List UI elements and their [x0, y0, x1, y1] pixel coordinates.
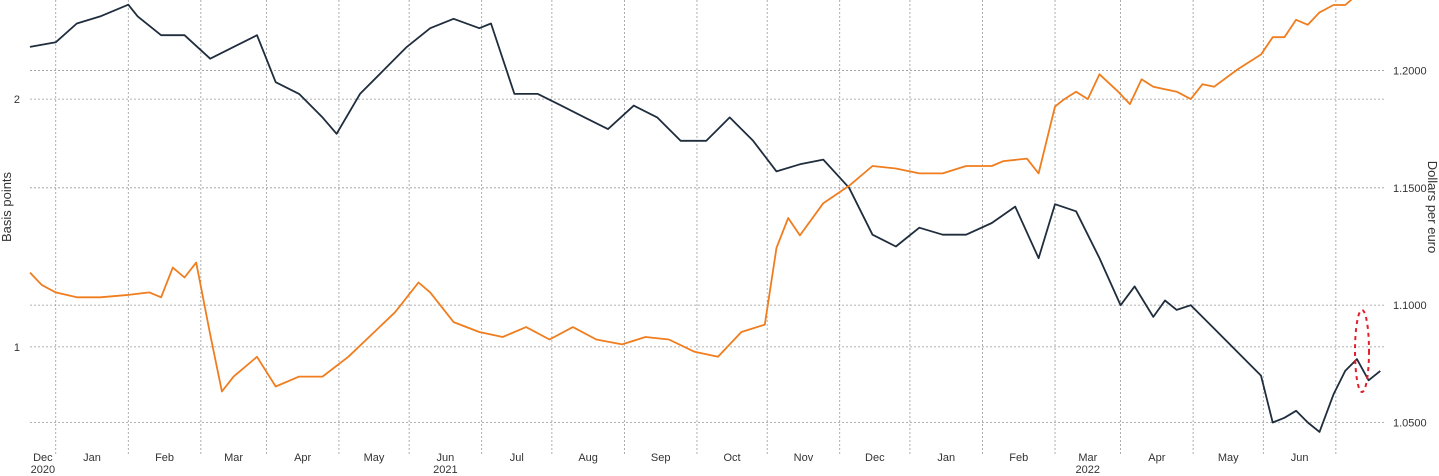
x-tick-label: Nov	[794, 452, 814, 464]
x-tick-label: Dec	[33, 452, 53, 464]
x-tick-label: Apr	[1148, 452, 1165, 464]
x-tick-label: Jun	[1291, 452, 1309, 464]
highlight-circle	[1354, 309, 1370, 393]
year-label: 2021	[433, 464, 457, 476]
x-tick-label: Dec	[865, 452, 885, 464]
left-axis-title: Basis points	[0, 171, 14, 242]
series-line-right	[29, 3, 1381, 433]
vertical-gridlines	[55, 0, 1337, 456]
horizontal-gridlines	[30, 70, 1385, 423]
year-label: 2020	[31, 464, 55, 476]
series-lines	[29, 0, 1381, 433]
x-tick-label: Sep	[651, 452, 671, 464]
x-tick-label: Jan	[83, 452, 101, 464]
x-tick-label: Jul	[510, 452, 524, 464]
x-tick-label: Feb	[155, 452, 174, 464]
left-tick-label: 2	[14, 94, 20, 106]
x-tick-label: Mar	[224, 452, 243, 464]
x-tick-label: Jan	[937, 452, 955, 464]
x-tick-label: Apr	[294, 452, 311, 464]
x-tick-label: May	[1218, 452, 1239, 464]
right-tick-label: 1.1500	[1393, 183, 1427, 195]
x-tick-label: Mar	[1078, 452, 1097, 464]
right-tick-label: 1.1000	[1393, 300, 1427, 312]
year-labels: 2020 2021 2022	[31, 464, 1100, 476]
x-tick-label: Feb	[1009, 452, 1028, 464]
x-tick-label: Oct	[724, 452, 741, 464]
x-tick-label: May	[364, 452, 385, 464]
left-axis-ticks: 12	[14, 94, 20, 354]
x-tick-label: Jun	[437, 452, 455, 464]
left-tick-label: 1	[14, 342, 20, 354]
series-line-left	[29, 0, 1353, 393]
right-tick-label: 1.0500	[1393, 418, 1427, 430]
x-axis-ticks: Dec Jan Feb Mar Apr May Jun Jul Aug Sep Oct Nov Dec J…	[33, 452, 1308, 464]
year-label: 2022	[1076, 464, 1100, 476]
right-tick-label: 1.2000	[1393, 65, 1427, 77]
x-tick-label: Aug	[578, 452, 598, 464]
right-axis-title: Dollars per euro	[1425, 161, 1439, 254]
right-axis-ticks: 1.0500 1.1000 1.1500 1.2000	[1393, 65, 1427, 429]
